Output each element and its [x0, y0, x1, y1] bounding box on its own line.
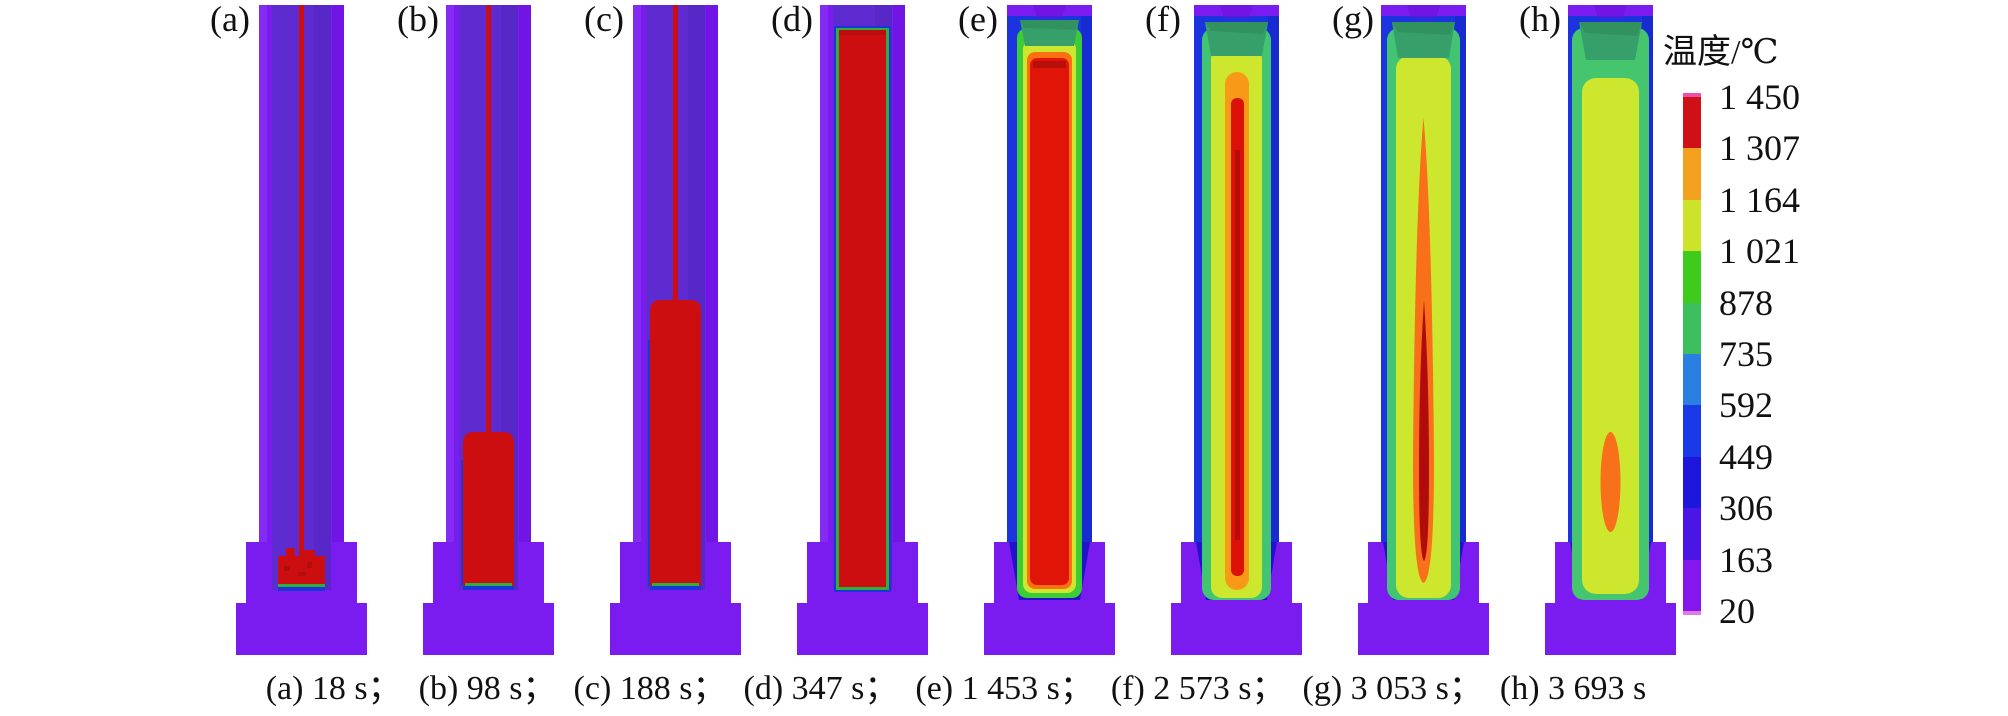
panel-label: (c) — [584, 0, 624, 39]
panel-f: (f) — [1145, 0, 1302, 655]
colorbar-segment-4 — [1683, 302, 1701, 354]
panels-row: (a) (b) (c) (d) (e) (f) (g) (h) — [210, 0, 1676, 655]
panel-label: (h) — [1519, 0, 1561, 39]
panel-contour-plot — [1358, 5, 1489, 655]
legend-tick: 20 — [1719, 591, 1755, 631]
colorbar-segment-9 — [1683, 559, 1701, 611]
panel-label: (d) — [771, 0, 813, 39]
panel-contour-plot — [236, 5, 367, 655]
panel-contour-plot — [984, 5, 1115, 655]
panel-label: (b) — [397, 0, 439, 39]
legend-tick: 306 — [1719, 488, 1773, 529]
panel-contour-plot — [1171, 5, 1302, 655]
panel-contour-plot — [610, 5, 741, 655]
panel-contour-plot — [797, 5, 928, 655]
legend-tick: 1 021 — [1719, 231, 1800, 272]
legend-tick: 1 307 — [1719, 128, 1800, 169]
panel-b: (b) — [397, 0, 554, 655]
panel-e: (e) — [958, 0, 1115, 655]
panel-label: (e) — [958, 0, 998, 39]
legend-tick: 592 — [1719, 385, 1773, 426]
panel-c: (c) — [584, 0, 741, 655]
temperature-legend: 温度/℃ 1 450 1 307 1 164 1 021 878 735 592 449 306… — [1655, 0, 1995, 655]
figure-caption: (a) 18 s； (b) 98 s； (c) 188 s； (d) 347 s… — [265, 670, 1647, 707]
panel-label: (a) — [210, 0, 250, 39]
panel-d: (d) — [771, 0, 928, 655]
colorbar-segment-3 — [1683, 251, 1701, 303]
legend-title: 温度/℃ — [1663, 34, 1779, 71]
legend-tick: 1 450 — [1719, 77, 1800, 117]
panel-contour-plot — [1545, 5, 1676, 655]
legend-tick: 449 — [1719, 436, 1773, 477]
legend-tick: 878 — [1719, 282, 1773, 323]
panel-a: (a) — [210, 0, 367, 655]
panel-contour-plot — [423, 5, 554, 655]
colorbar-segment-6 — [1683, 405, 1701, 457]
panel-label: (f) — [1145, 0, 1181, 39]
legend-colorbar — [1683, 93, 1701, 615]
colorbar-top-cap — [1683, 93, 1701, 97]
panel-label: (g) — [1332, 0, 1374, 39]
legend-tick: 735 — [1719, 334, 1773, 374]
colorbar-segment-1 — [1683, 148, 1701, 200]
colorbar-segment-0 — [1683, 97, 1701, 149]
colorbar-segment-5 — [1683, 353, 1701, 406]
colorbar-segment-7 — [1683, 456, 1701, 509]
panel-g: (g) — [1332, 0, 1489, 655]
panel-h: (h) — [1519, 0, 1676, 655]
legend-tick: 1 164 — [1719, 179, 1800, 220]
colorbar-segment-8 — [1683, 508, 1701, 560]
colorbar-segment-2 — [1683, 199, 1701, 252]
colorbar-bottom-cap — [1683, 610, 1701, 615]
legend-tick: 163 — [1719, 539, 1773, 580]
